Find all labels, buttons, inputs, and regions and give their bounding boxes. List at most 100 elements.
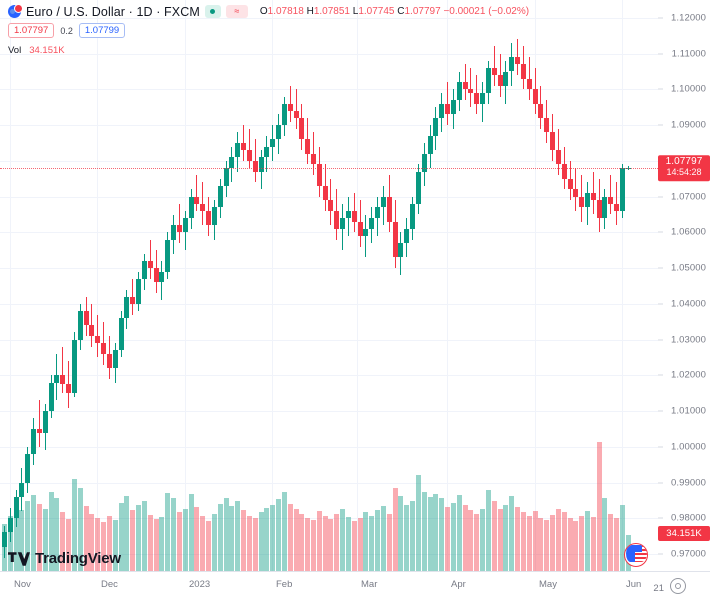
indicator-value-blue[interactable]: 1.07799 [78,22,126,39]
time-tick-label: 2023 [189,579,211,590]
volume-bar [7,515,13,572]
candle-body [229,157,235,169]
price-tick-label: 0.99000 [670,477,706,489]
gridline-vertical [97,0,98,572]
candle-body [299,117,305,140]
chart-plot-area[interactable] [0,0,658,572]
time-tick-last: 21 [653,583,664,594]
currency-pair-flag-icon[interactable] [624,543,648,567]
candle-body [258,157,264,172]
gear-icon[interactable] [670,578,686,594]
volume-bar [410,500,416,572]
volume-bar [25,500,31,572]
price-tick-label: 1.01000 [670,405,706,417]
volume-bar [194,507,200,572]
price-tick-label: 1.09000 [670,119,706,131]
time-tick-label: Feb [276,579,293,590]
volume-bar [590,516,596,572]
candle-body [276,125,281,140]
candle-body [544,117,550,133]
candle-body [77,311,83,340]
current-price-badge: 1.07797 14:54:28 [658,155,710,181]
candle-body [95,336,101,344]
candle-body [188,196,194,219]
volume-bar [36,503,42,572]
price-tick-label: 1.00000 [670,441,706,453]
gridline-vertical [447,0,448,572]
price-tick-dash [658,482,663,484]
candle-wick [312,132,314,176]
candle-wick [575,168,577,211]
ohlc-close-label: C [397,6,405,17]
gridline-horizontal [0,518,658,520]
volume-bar [281,491,287,572]
volume-bar [585,511,590,572]
gridline-horizontal [0,89,658,91]
us-flag-canton [635,545,642,552]
price-tick-dash [658,517,663,519]
volume-bar [89,513,95,572]
volume-bar [188,494,194,572]
volume-bar [567,517,573,572]
volume-bar [42,509,48,572]
time-tick-label: May [539,579,557,590]
legend-symbol-row: Euro / U.S. Dollar · 1D · FXCM ≈ O1.0781… [8,3,529,20]
market-status-icon[interactable] [204,5,221,18]
volume-bar [544,520,550,572]
gridline-horizontal [0,268,658,270]
volume-bar [619,504,625,572]
volume-bar [124,496,130,572]
volume-bar [19,510,25,572]
volume-bar [526,515,532,572]
volume-bar [427,497,433,572]
wave-icon[interactable]: ≈ [225,5,248,18]
price-tick-dash [658,124,663,126]
candle-wick [365,214,367,258]
candle-body [7,518,13,532]
gridline-horizontal [0,482,658,484]
volume-bar [515,507,521,572]
volume-bar [60,512,66,572]
indicator-value-red[interactable]: 1.07797 [8,22,55,39]
symbol-title[interactable]: Euro / U.S. Dollar · 1D · FXCM [26,4,200,19]
volume-bar [182,509,188,572]
candle-body [182,218,188,233]
price-scale[interactable]: 1.120001.110001.100001.090001.080001.070… [658,0,710,572]
candle-body [147,260,153,269]
tradingview-logo[interactable]: TradingView [8,550,121,567]
volume-bar [206,521,212,572]
volume-bar [171,498,177,572]
time-scale[interactable]: Nov Dec 2023 Feb Mar Apr May Jun 21 [0,571,710,600]
ohlc-change: −0.00021 [443,6,486,17]
candle-body [316,164,322,186]
volume-bar [276,499,281,572]
gridline-vertical [272,0,273,572]
candle-body [31,429,37,455]
gridline-horizontal [0,303,658,305]
gridline-vertical [185,0,186,572]
candle-body [614,203,620,211]
gridline-horizontal [0,160,658,162]
volume-bar [305,517,311,572]
volume-bar [165,492,171,572]
candle-body [526,78,532,90]
candle-body [176,225,182,233]
candle-body [555,150,561,165]
candle-wick [295,89,297,129]
gridline-horizontal [0,554,658,556]
candle-body [305,139,311,154]
gridline-horizontal [0,196,658,198]
candle-body [515,57,521,65]
volume-bar [13,507,19,572]
candle-body [334,210,340,229]
ohlc-open-label: O [259,6,268,17]
candle-body [83,311,89,326]
price-tick-label: 1.10000 [670,83,706,95]
candle-body [421,153,427,172]
volume-bar [392,487,398,572]
candle-body [590,193,596,201]
price-tick-dash [658,446,663,448]
candle-body [474,92,480,104]
candle-body [340,218,346,229]
